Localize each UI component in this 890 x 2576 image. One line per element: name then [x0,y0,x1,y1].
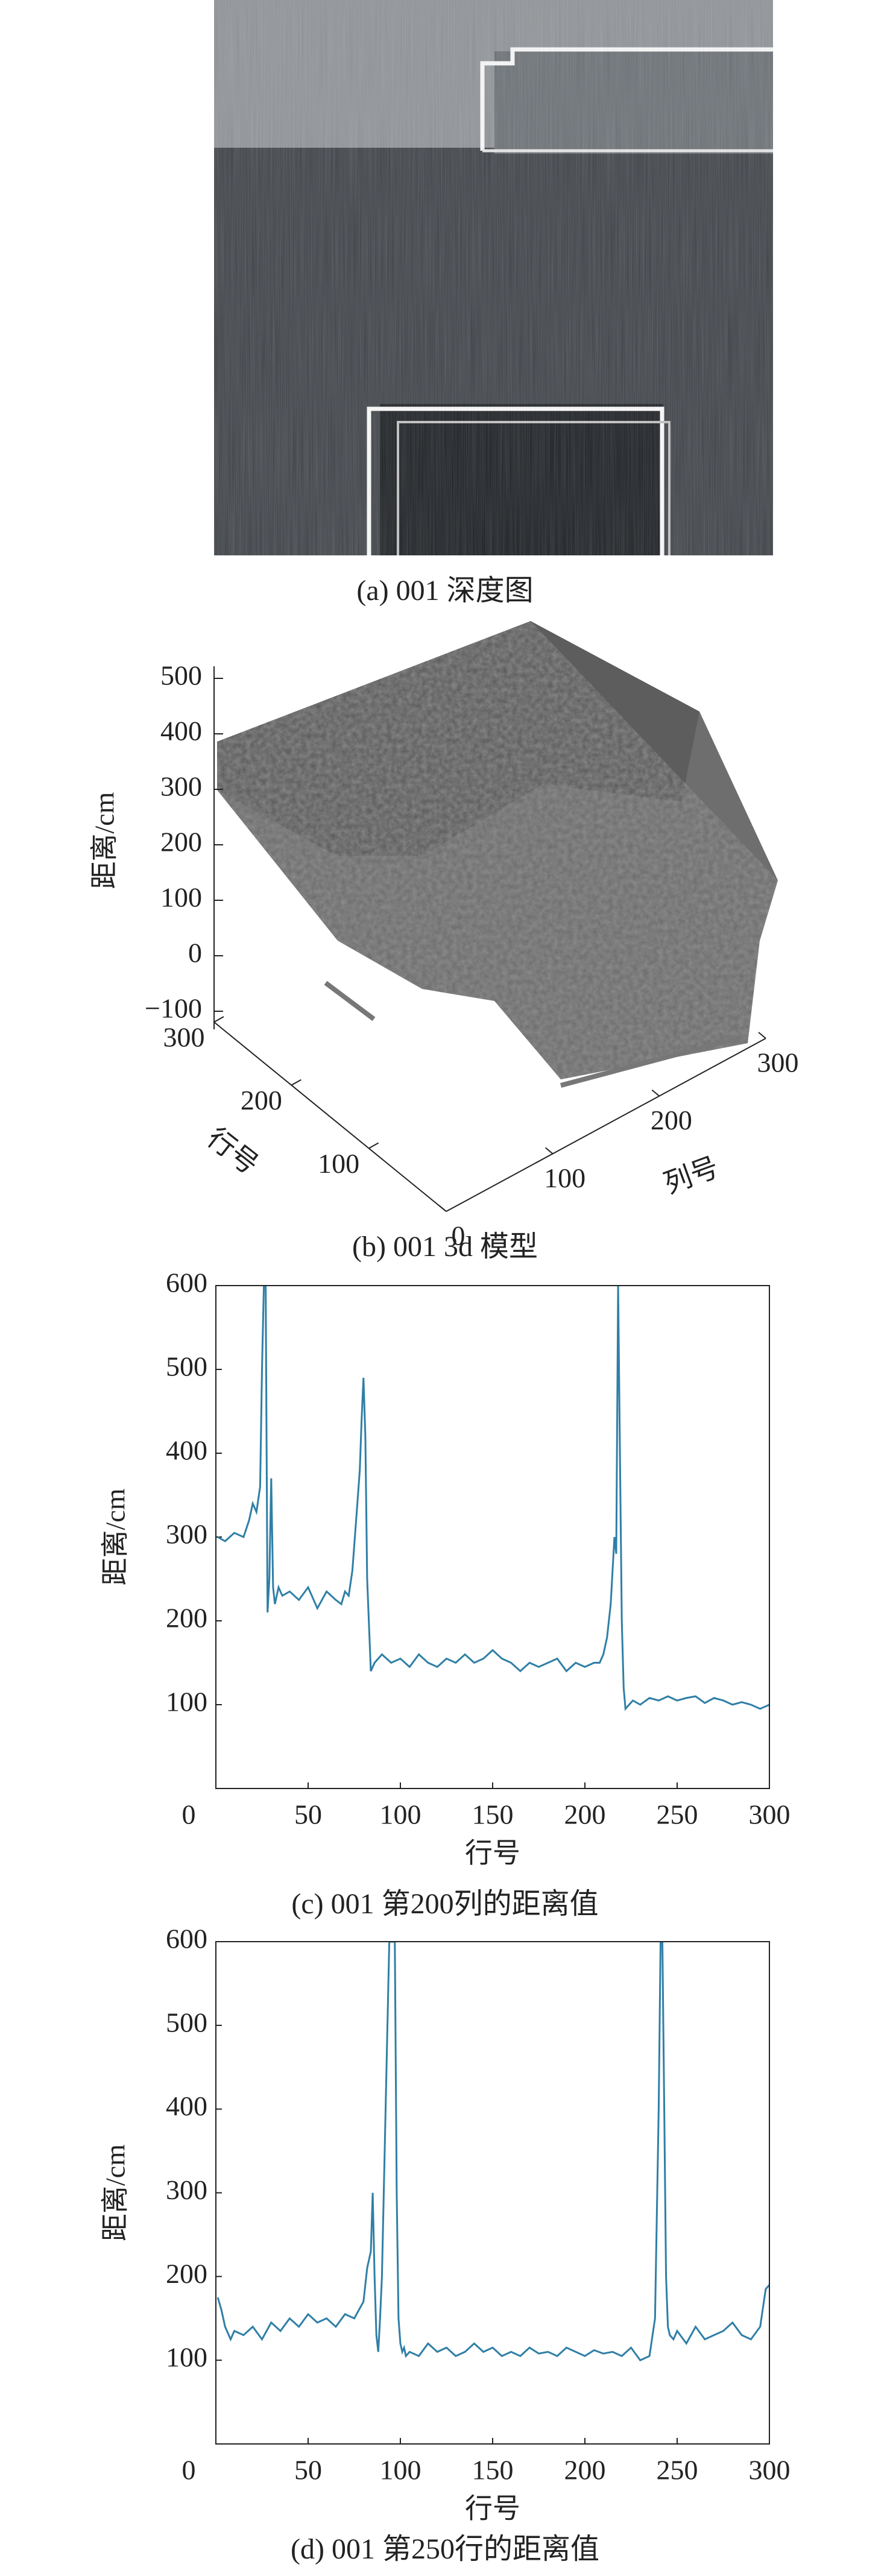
caption: (d) 001 第250行的距离值 [291,2533,599,2565]
x-tick-label: 100 [318,1148,359,1179]
x-tick-label: 300 [163,1022,205,1053]
x-tick-label: 200 [564,2455,606,2486]
x-tick-label: 200 [564,1799,606,1830]
x-tick-label: 250 [657,2455,698,2486]
z-tick-label: −100 [145,993,202,1024]
x-tick-label: 100 [380,2455,421,2486]
z-tick-label: 400 [160,716,202,747]
y-tick-label: 500 [166,1351,207,1382]
x-tick-label: 50 [294,1799,322,1830]
z-tick-label: 100 [160,882,202,913]
y-tick-label: 400 [166,1435,207,1466]
z-tick-label: 0 [188,938,202,968]
plot-frame [215,1285,770,1789]
x-tick-label: 150 [472,2455,514,2486]
x-axis [213,1021,447,1212]
y-axis-label: 距离/cm [100,1488,131,1585]
x-tick-label: 300 [749,2455,791,2486]
y-tick-label: 300 [757,1047,799,1078]
y-tick-label: 600 [166,1924,207,1954]
y-tick-label: 300 [166,1519,207,1550]
x-tick-label: 300 [749,1799,791,1830]
y-tick-label: 0 [452,1220,466,1251]
y-tick-label: 100 [166,2342,207,2373]
y-tick [758,1032,766,1039]
z-tick-label: 500 [160,660,202,691]
y-tick-label: 400 [166,2091,207,2121]
x-tick-label: 200 [241,1085,282,1116]
y-axis [446,1038,766,1212]
x-tick-label: 0 [182,2455,196,2486]
y-tick-label: 200 [166,1603,207,1634]
point-cloud [217,621,778,1088]
x-tick-label: 250 [657,1799,698,1830]
y-tick-label: 100 [166,1687,207,1717]
caption: (b) 001 3d 模型 [352,1231,538,1263]
x-tick [213,1016,224,1023]
y-tick [651,1089,660,1097]
y-tick-label: 200 [651,1105,692,1135]
plot-frame [215,1941,770,2445]
y-tick-label: 500 [166,2007,207,2038]
z-axis-label: 距离/cm [89,792,120,889]
z-tick-label: 200 [160,827,202,857]
x-tick-label: 150 [472,1799,514,1830]
x-axis-label: 行号 [465,2493,520,2524]
x-tick-label: 100 [380,1799,421,1830]
y-tick-label: 200 [166,2258,207,2289]
x-tick-label: 0 [182,1799,196,1830]
caption: (a) 001 深度图 [356,575,533,607]
y-axis-label: 距离/cm [100,2144,131,2241]
x-tick-label: 50 [294,2455,322,2486]
y-tick-label: 100 [544,1163,585,1193]
caption: (c) 001 第200列的距离值 [291,1888,598,1920]
depth-image [214,0,773,555]
y-tick [545,1147,554,1155]
y-tick-label: 600 [166,1267,207,1298]
z-tick-label: 300 [160,771,202,802]
data-line [216,1942,769,2362]
y-tick [438,1205,447,1212]
x-tick [368,1142,379,1149]
data-line [217,1286,769,1711]
y-axis-label: 列号 [660,1152,722,1199]
x-axis-label: 行号 [465,1838,520,1869]
x-tick [291,1079,301,1086]
x-axis-label: 行号 [201,1122,264,1181]
y-tick-label: 300 [166,2174,207,2205]
